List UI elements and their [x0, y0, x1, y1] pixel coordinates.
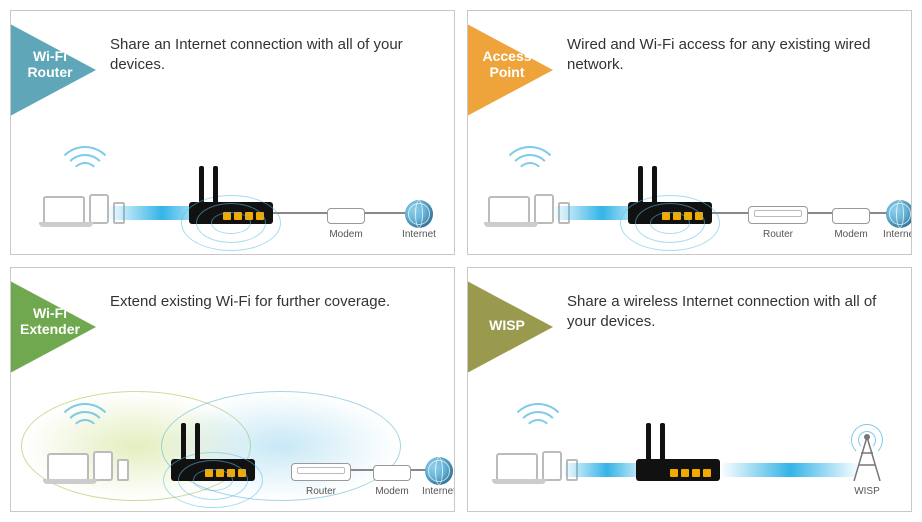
laptop-icon	[496, 453, 538, 481]
caption-modem: Modem	[834, 229, 867, 240]
diagram-wifi-extender: Router Modem Internet	[11, 377, 454, 511]
panel-access-point: Access Point Wired and Wi-Fi access for …	[467, 10, 912, 255]
caption-router: Router	[763, 229, 793, 240]
client-devices-icon	[47, 451, 129, 481]
router-icon	[628, 202, 712, 224]
wire-icon	[808, 212, 832, 214]
diagram-wifi-router: Modem Internet	[11, 120, 454, 254]
laptop-icon	[43, 196, 85, 224]
triangle-badge: Access Point	[467, 24, 553, 116]
panel-label: WISP	[471, 317, 543, 333]
panel-label: Wi-Fi Extender	[14, 305, 86, 337]
modem-icon	[373, 465, 411, 481]
globe-icon	[886, 200, 912, 228]
triangle-badge: Wi-Fi Extender	[10, 281, 96, 373]
triangle-badge: WISP	[467, 281, 553, 373]
wisp-tower-icon	[852, 431, 882, 481]
wire-icon	[273, 212, 327, 214]
diagram-wisp: WISP	[468, 377, 911, 511]
phone-icon	[117, 459, 129, 481]
wire-icon	[365, 212, 405, 214]
wisp-beam-icon	[720, 463, 860, 477]
panel-wifi-router: Wi-Fi Router Share an Internet connectio…	[10, 10, 455, 255]
panel-description: Wired and Wi-Fi access for any existing …	[553, 25, 893, 76]
tablet-icon	[534, 194, 554, 224]
caption-modem: Modem	[329, 229, 362, 240]
globe-icon	[405, 200, 433, 228]
tablet-icon	[93, 451, 113, 481]
wire-icon	[712, 212, 748, 214]
caption-internet: Internet	[883, 229, 912, 240]
caption-internet: Internet	[422, 486, 455, 497]
wire-icon	[351, 469, 373, 471]
existing-router-icon	[291, 463, 351, 481]
panel-description: Share an Internet connection with all of…	[96, 25, 436, 76]
caption-wisp: WISP	[854, 486, 880, 497]
router-icon	[189, 202, 273, 224]
panel-label: Wi-Fi Router	[14, 48, 86, 80]
laptop-icon	[47, 453, 89, 481]
tablet-icon	[542, 451, 562, 481]
panel-description: Extend existing Wi-Fi for further covera…	[96, 282, 436, 312]
panel-header: Wi-Fi Router Share an Internet connectio…	[11, 11, 454, 120]
diagram-access-point: Router Modem Internet	[468, 120, 911, 254]
extender-icon	[171, 459, 255, 481]
panel-label: Access Point	[471, 48, 543, 80]
router-icon	[636, 459, 720, 481]
laptop-icon	[488, 196, 530, 224]
tablet-icon	[89, 194, 109, 224]
panel-wisp: WISP Share a wireless Internet connectio…	[467, 267, 912, 512]
modem-icon	[327, 208, 365, 224]
panel-header: Wi-Fi Extender Extend existing Wi-Fi for…	[11, 268, 454, 377]
panel-wifi-extender: Wi-Fi Extender Extend existing Wi-Fi for…	[10, 267, 455, 512]
triangle-badge: Wi-Fi Router	[10, 24, 96, 116]
caption-modem: Modem	[375, 486, 408, 497]
existing-router-icon	[748, 206, 808, 224]
panel-description: Share a wireless Internet connection wit…	[553, 282, 893, 333]
modem-icon	[832, 208, 870, 224]
panel-header: WISP Share a wireless Internet connectio…	[468, 268, 911, 377]
globe-icon	[425, 457, 453, 485]
caption-internet: Internet	[402, 229, 436, 240]
caption-router: Router	[306, 486, 336, 497]
panel-header: Access Point Wired and Wi-Fi access for …	[468, 11, 911, 120]
